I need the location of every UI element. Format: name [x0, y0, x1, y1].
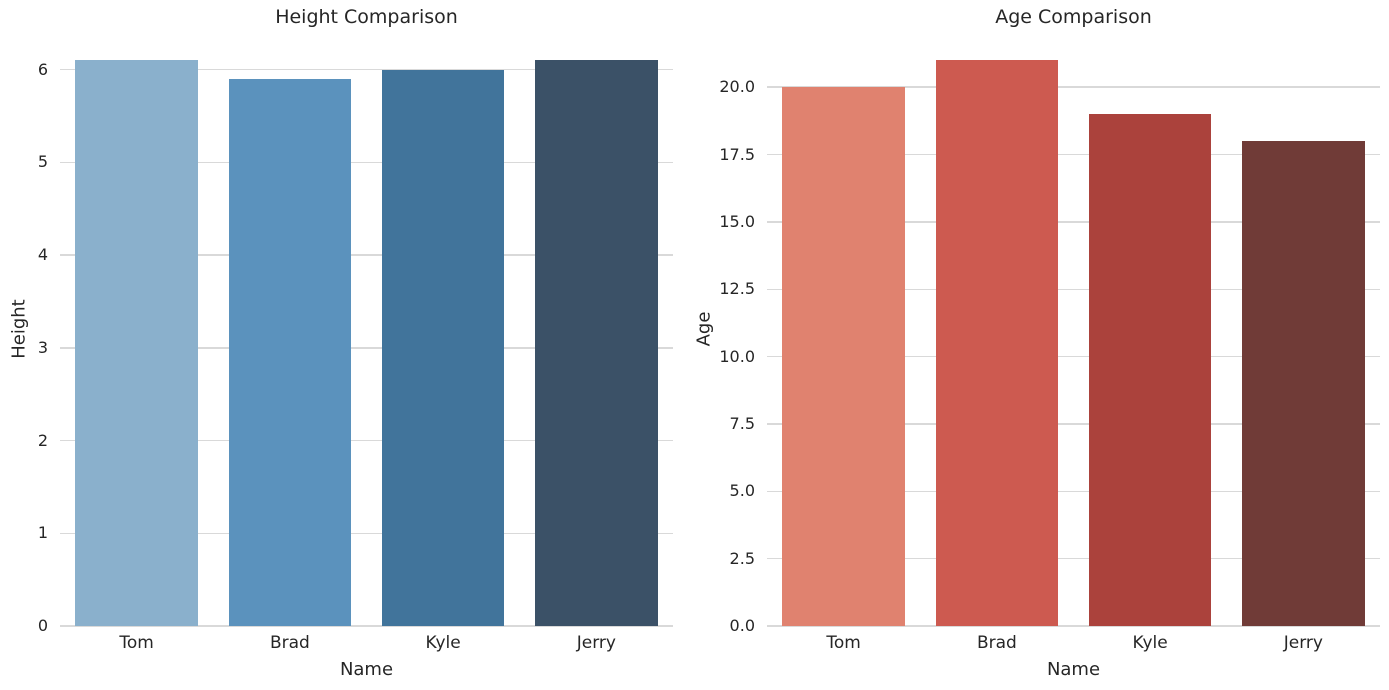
chart-title: Age Comparison [995, 6, 1152, 28]
bar-brad [228, 78, 352, 626]
y-tick-label: 3 [37, 337, 48, 357]
gridline [60, 161, 673, 164]
y-tick-label: 12.5 [719, 279, 755, 299]
gridline [767, 221, 1380, 223]
y-tick-labels: 0 1 2 3 4 5 6 [0, 32, 48, 635]
x-tick-labels: Tom Brad Kyle Jerry [60, 633, 673, 657]
gridline [767, 153, 1380, 156]
bar-kyle [381, 69, 505, 626]
y-tick-label: 0.0 [729, 616, 755, 635]
y-tick-label: 20.0 [719, 77, 755, 97]
x-tick-label: Tom [826, 633, 861, 653]
y-tick-label: 15.0 [719, 211, 755, 231]
gridline [60, 347, 673, 349]
bar-jerry [535, 60, 658, 626]
bar-jerry [1242, 141, 1365, 626]
chart-title: Height Comparison [275, 6, 458, 28]
gridline [60, 439, 673, 442]
y-tick-label: 0 [37, 616, 48, 635]
x-axis-label: Name [1046, 659, 1101, 680]
y-tick-label: 17.5 [719, 144, 755, 164]
gridline [767, 557, 1380, 560]
x-tick-label: Kyle [1132, 633, 1168, 653]
x-tick-label: Kyle [425, 633, 461, 653]
x-tick-label: Brad [976, 633, 1017, 653]
x-tick-labels: Tom Brad Kyle Jerry [767, 633, 1380, 657]
gridline [767, 423, 1380, 425]
gridline [60, 532, 673, 534]
y-tick-label: 1 [37, 523, 48, 543]
y-tick-label: 6 [37, 59, 48, 79]
gridline [60, 625, 673, 627]
x-tick-label: Brad [269, 633, 310, 653]
y-tick-label: 5.0 [729, 481, 755, 501]
y-tick-label: 2.5 [729, 548, 755, 568]
bar-brad [935, 60, 1059, 626]
gridline [767, 625, 1380, 627]
bar-tom [782, 87, 905, 626]
y-tick-label: 10.0 [719, 346, 755, 366]
y-tick-label: 4 [37, 245, 48, 265]
bar-tom [75, 60, 198, 626]
plot-area [60, 32, 673, 627]
gridline [767, 490, 1380, 493]
x-tick-label: Jerry [576, 633, 616, 653]
gridline [60, 68, 673, 71]
y-tick-labels: 0.0 2.5 5.0 7.5 10.0 12.5 15.0 17.5 20.0 [685, 32, 755, 635]
x-tick-label: Tom [119, 633, 154, 653]
y-tick-label: 7.5 [729, 413, 755, 433]
plot-area [767, 32, 1380, 627]
gridline [767, 355, 1380, 358]
x-tick-label: Jerry [1283, 633, 1323, 653]
y-tick-label: 5 [37, 152, 48, 172]
gridline [767, 86, 1380, 88]
x-axis-label: Name [339, 659, 394, 680]
y-tick-label: 2 [37, 430, 48, 450]
bar-kyle [1088, 114, 1212, 626]
gridline [767, 288, 1380, 290]
gridline [60, 254, 673, 256]
